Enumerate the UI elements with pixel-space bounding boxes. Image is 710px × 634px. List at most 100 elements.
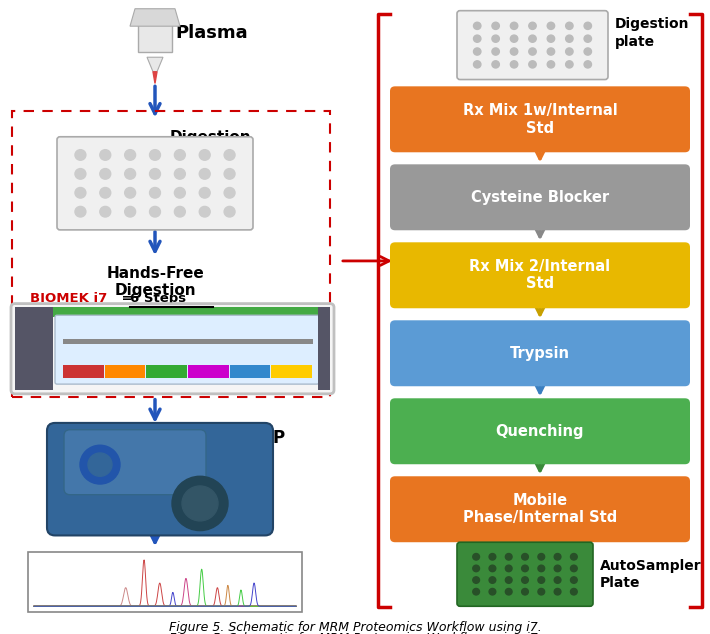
Text: Results: Results <box>170 552 239 570</box>
Circle shape <box>175 188 185 198</box>
Circle shape <box>547 48 555 55</box>
Circle shape <box>584 35 591 42</box>
Circle shape <box>473 553 479 560</box>
Circle shape <box>555 577 561 583</box>
Circle shape <box>75 207 86 217</box>
FancyBboxPatch shape <box>15 307 330 317</box>
Text: Digestion
plate: Digestion plate <box>615 17 689 49</box>
Circle shape <box>538 565 545 572</box>
Circle shape <box>182 486 218 521</box>
Circle shape <box>125 207 136 217</box>
Circle shape <box>492 35 499 42</box>
FancyBboxPatch shape <box>390 164 690 230</box>
Circle shape <box>100 188 111 198</box>
Circle shape <box>473 577 479 583</box>
Text: Mobile
Phase/Internal Std: Mobile Phase/Internal Std <box>463 493 617 526</box>
Circle shape <box>506 577 512 583</box>
Circle shape <box>474 35 481 42</box>
Text: Trypsin: Trypsin <box>510 346 570 361</box>
FancyBboxPatch shape <box>271 365 312 378</box>
Circle shape <box>150 207 160 217</box>
Text: 6 Steps: 6 Steps <box>130 292 186 305</box>
Circle shape <box>200 207 210 217</box>
FancyBboxPatch shape <box>390 242 690 308</box>
Circle shape <box>584 22 591 29</box>
FancyBboxPatch shape <box>64 430 206 495</box>
FancyBboxPatch shape <box>457 11 608 79</box>
Text: Quenching: Quenching <box>496 424 584 439</box>
Circle shape <box>200 169 210 179</box>
Circle shape <box>529 48 536 55</box>
Text: Figure 5. Schematic for MRM Proteomics Workflow using i7.: Figure 5. Schematic for MRM Proteomics W… <box>169 633 542 634</box>
FancyBboxPatch shape <box>57 137 253 230</box>
Circle shape <box>538 553 545 560</box>
Circle shape <box>566 48 573 55</box>
Circle shape <box>100 150 111 160</box>
Circle shape <box>200 188 210 198</box>
Text: Rx Mix 1w/Internal
Std: Rx Mix 1w/Internal Std <box>463 103 618 136</box>
Circle shape <box>522 565 528 572</box>
Circle shape <box>125 150 136 160</box>
Circle shape <box>473 565 479 572</box>
Circle shape <box>566 35 573 42</box>
Circle shape <box>529 61 536 68</box>
Text: Rx Mix 2/Internal
Std: Rx Mix 2/Internal Std <box>469 259 611 292</box>
FancyBboxPatch shape <box>318 307 330 390</box>
Circle shape <box>125 169 136 179</box>
FancyBboxPatch shape <box>104 365 146 378</box>
Circle shape <box>224 207 235 217</box>
Circle shape <box>474 22 481 29</box>
FancyBboxPatch shape <box>457 542 593 606</box>
Circle shape <box>75 150 86 160</box>
Circle shape <box>555 588 561 595</box>
Circle shape <box>584 61 591 68</box>
Circle shape <box>510 22 518 29</box>
Circle shape <box>492 22 499 29</box>
FancyBboxPatch shape <box>63 365 104 378</box>
Text: Figure 5. Schematic for MRM Proteomics Workflow using i7.: Figure 5. Schematic for MRM Proteomics W… <box>169 621 542 634</box>
Circle shape <box>200 150 210 160</box>
Text: Digestion
plate: Digestion plate <box>170 130 251 162</box>
Circle shape <box>522 553 528 560</box>
Circle shape <box>150 188 160 198</box>
Circle shape <box>489 553 496 560</box>
Circle shape <box>529 22 536 29</box>
Circle shape <box>100 169 111 179</box>
Circle shape <box>489 577 496 583</box>
FancyBboxPatch shape <box>390 476 690 542</box>
FancyBboxPatch shape <box>28 552 302 612</box>
Polygon shape <box>147 57 163 72</box>
Circle shape <box>510 35 518 42</box>
Circle shape <box>571 553 577 560</box>
Circle shape <box>175 150 185 160</box>
FancyBboxPatch shape <box>15 307 53 390</box>
Circle shape <box>584 48 591 55</box>
Circle shape <box>473 588 479 595</box>
Text: AutoSampler
Plate: AutoSampler Plate <box>600 559 701 590</box>
Circle shape <box>538 577 545 583</box>
FancyBboxPatch shape <box>188 365 229 378</box>
FancyBboxPatch shape <box>229 365 271 378</box>
Polygon shape <box>138 23 172 53</box>
Circle shape <box>506 565 512 572</box>
Circle shape <box>125 188 136 198</box>
Circle shape <box>224 188 235 198</box>
Circle shape <box>510 48 518 55</box>
Circle shape <box>506 588 512 595</box>
Circle shape <box>474 48 481 55</box>
Circle shape <box>571 565 577 572</box>
Circle shape <box>75 169 86 179</box>
Circle shape <box>80 445 120 484</box>
Circle shape <box>175 169 185 179</box>
Polygon shape <box>153 72 157 84</box>
Circle shape <box>522 577 528 583</box>
Circle shape <box>75 188 86 198</box>
Circle shape <box>555 553 561 560</box>
Polygon shape <box>130 9 180 26</box>
Text: Plasma: Plasma <box>175 24 248 42</box>
Text: 6500 QTRAP
LCMS/MS: 6500 QTRAP LCMS/MS <box>170 429 285 467</box>
Circle shape <box>175 207 185 217</box>
Circle shape <box>555 565 561 572</box>
Circle shape <box>489 565 496 572</box>
Circle shape <box>492 48 499 55</box>
